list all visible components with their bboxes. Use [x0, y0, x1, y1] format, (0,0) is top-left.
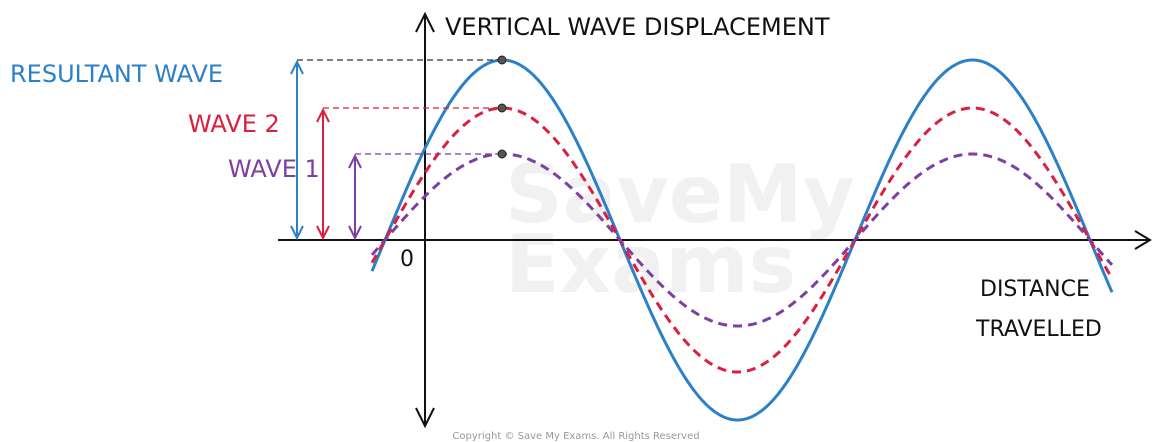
watermark: SaveMy Exams [505, 148, 855, 311]
wave-curve [370, 152, 1114, 328]
peak-dot [497, 149, 507, 159]
wave-label: RESULTANT WAVE [10, 60, 223, 88]
wave-label: WAVE 1 [228, 155, 320, 183]
y-axis-label: VERTICAL WAVE DISPLACEMENT [445, 13, 830, 41]
copyright: Copyright © Save My Exams. All Rights Re… [452, 431, 699, 442]
arrow-head [290, 225, 304, 241]
peak-dot [497, 103, 507, 113]
x-axis-label: TRAVELLED [975, 317, 1102, 342]
axes [278, 11, 1152, 429]
arrow-head [415, 407, 435, 429]
watermark-text: Exams [505, 218, 796, 311]
origin-label: 0 [400, 247, 414, 272]
arrow-head [1134, 230, 1152, 250]
arrow-head [348, 153, 362, 169]
arrow-head [316, 107, 330, 123]
wave-curve [370, 58, 1114, 422]
wave-curve [370, 106, 1114, 374]
arrow-head [415, 11, 435, 33]
arrow-head [290, 59, 304, 75]
peak-dot [497, 55, 507, 65]
arrow-head [316, 225, 330, 241]
x-axis-label: DISTANCE [980, 277, 1090, 302]
watermark-text: SaveMy [505, 148, 855, 241]
wave-curves [290, 55, 1114, 422]
arrow-head [348, 225, 362, 241]
wave-label: WAVE 2 [188, 110, 280, 138]
